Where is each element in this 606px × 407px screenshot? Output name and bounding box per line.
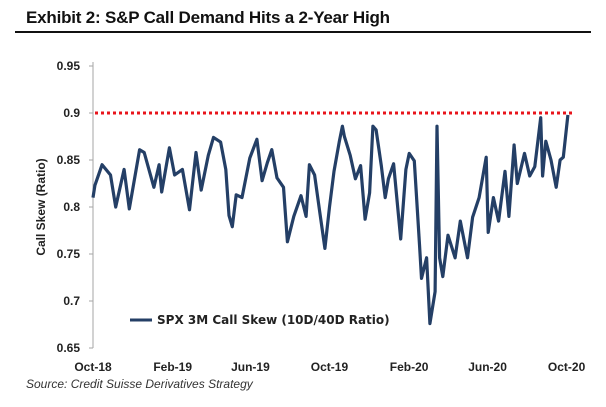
y-tick-label: 0.65 [57,341,81,355]
legend-label: SPX 3M Call Skew (10D/40D Ratio) [157,313,390,327]
x-tick-label: Feb-19 [153,360,192,374]
chart-title: Exhibit 2: S&P Call Demand Hits a 2-Year… [26,8,390,27]
x-tick-label: Jun-19 [231,360,270,374]
x-tick-label: Oct-19 [311,360,349,374]
y-tick-label: 0.8 [63,200,80,214]
y-axis-label: Call Skew (Ratio) [34,158,48,255]
y-tick-label: 0.7 [63,294,80,308]
title-divider [15,31,591,33]
x-tick-label: Feb-20 [390,360,429,374]
y-tick-label: 0.95 [57,59,81,73]
series-line [91,114,570,326]
x-tick-label: Oct-18 [74,360,112,374]
y-tick-label: 0.75 [57,247,81,261]
y-tick-label: 0.85 [57,153,81,167]
x-tick-label: Oct-20 [548,360,586,374]
x-tick-label: Jun-20 [468,360,507,374]
y-tick-label: 0.9 [63,106,80,120]
source-note: Source: Credit Suisse Derivatives Strate… [26,377,253,391]
